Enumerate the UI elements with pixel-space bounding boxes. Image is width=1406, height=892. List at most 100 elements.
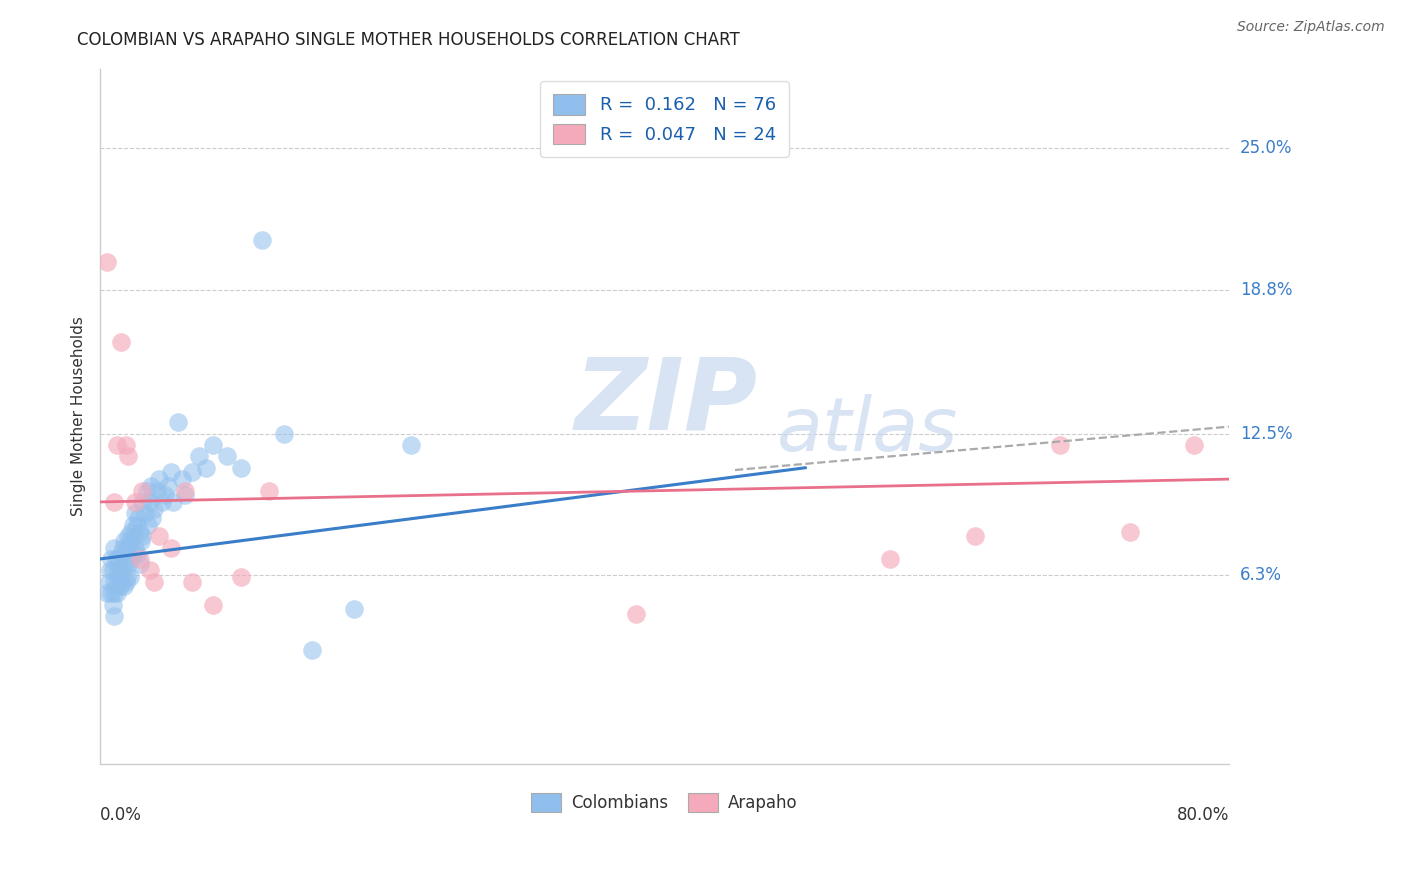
Point bbox=[879, 552, 901, 566]
Point bbox=[170, 472, 193, 486]
Point bbox=[134, 506, 156, 520]
Point bbox=[124, 541, 146, 555]
Point bbox=[138, 563, 160, 577]
Point bbox=[103, 541, 125, 555]
Point bbox=[136, 517, 159, 532]
Point bbox=[108, 563, 131, 577]
Point bbox=[118, 570, 141, 584]
Point bbox=[111, 541, 134, 555]
Point bbox=[107, 570, 129, 584]
Point bbox=[120, 524, 142, 539]
Point bbox=[142, 501, 165, 516]
Text: 12.5%: 12.5% bbox=[1240, 425, 1292, 442]
Point bbox=[110, 574, 132, 589]
Point bbox=[110, 548, 132, 562]
Point bbox=[159, 541, 181, 555]
Point bbox=[121, 548, 143, 562]
Point bbox=[141, 511, 163, 525]
Text: 18.8%: 18.8% bbox=[1240, 281, 1292, 299]
Point bbox=[115, 570, 138, 584]
Point bbox=[128, 524, 150, 539]
Point bbox=[110, 335, 132, 350]
Point bbox=[112, 533, 135, 548]
Point bbox=[105, 563, 128, 577]
Point bbox=[343, 602, 366, 616]
Point bbox=[125, 548, 148, 562]
Point bbox=[127, 511, 149, 525]
Point bbox=[166, 415, 188, 429]
Point bbox=[259, 483, 281, 498]
Point bbox=[148, 529, 170, 543]
Point bbox=[105, 438, 128, 452]
Text: 25.0%: 25.0% bbox=[1240, 139, 1292, 157]
Point bbox=[124, 506, 146, 520]
Text: 80.0%: 80.0% bbox=[1177, 806, 1229, 824]
Point bbox=[139, 479, 162, 493]
Point bbox=[105, 586, 128, 600]
Point bbox=[117, 557, 139, 571]
Point bbox=[103, 586, 125, 600]
Point bbox=[180, 465, 202, 479]
Point bbox=[108, 579, 131, 593]
Point bbox=[107, 552, 129, 566]
Point bbox=[1182, 438, 1205, 452]
Point bbox=[100, 552, 122, 566]
Point bbox=[103, 495, 125, 509]
Point bbox=[115, 541, 138, 555]
Point bbox=[145, 483, 167, 498]
Point bbox=[194, 460, 217, 475]
Point bbox=[97, 574, 120, 589]
Point bbox=[231, 570, 253, 584]
Point bbox=[96, 586, 118, 600]
Point bbox=[1119, 524, 1142, 539]
Point bbox=[135, 483, 157, 498]
Point bbox=[129, 533, 152, 548]
Point bbox=[399, 438, 422, 452]
Point bbox=[150, 495, 173, 509]
Point bbox=[187, 450, 209, 464]
Point bbox=[103, 574, 125, 589]
Point bbox=[626, 607, 648, 621]
Point bbox=[103, 609, 125, 624]
Point bbox=[125, 517, 148, 532]
Point bbox=[122, 529, 145, 543]
Point bbox=[100, 586, 122, 600]
Point bbox=[114, 552, 136, 566]
Text: ZIP: ZIP bbox=[574, 354, 758, 451]
Text: COLOMBIAN VS ARAPAHO SINGLE MOTHER HOUSEHOLDS CORRELATION CHART: COLOMBIAN VS ARAPAHO SINGLE MOTHER HOUSE… bbox=[77, 31, 740, 49]
Point bbox=[98, 563, 121, 577]
Point bbox=[201, 598, 224, 612]
Point bbox=[104, 579, 127, 593]
Point bbox=[142, 574, 165, 589]
Point bbox=[101, 563, 124, 577]
Point bbox=[252, 233, 274, 247]
Point bbox=[148, 472, 170, 486]
Point bbox=[156, 479, 179, 493]
Point bbox=[117, 529, 139, 543]
Point bbox=[131, 483, 153, 498]
Point bbox=[301, 643, 323, 657]
Point bbox=[217, 450, 239, 464]
Text: 6.3%: 6.3% bbox=[1240, 566, 1282, 584]
Point bbox=[101, 598, 124, 612]
Point bbox=[180, 574, 202, 589]
Point bbox=[153, 488, 176, 502]
Y-axis label: Single Mother Households: Single Mother Households bbox=[72, 317, 86, 516]
Point bbox=[963, 529, 986, 543]
Point bbox=[104, 552, 127, 566]
Point bbox=[96, 255, 118, 269]
Point bbox=[112, 579, 135, 593]
Text: Source: ZipAtlas.com: Source: ZipAtlas.com bbox=[1237, 20, 1385, 34]
Point bbox=[120, 552, 142, 566]
Point bbox=[114, 438, 136, 452]
Point bbox=[131, 529, 153, 543]
Text: atlas: atlas bbox=[778, 394, 959, 467]
Point bbox=[128, 557, 150, 571]
Point bbox=[173, 483, 195, 498]
Point bbox=[114, 574, 136, 589]
Point bbox=[159, 465, 181, 479]
Point bbox=[138, 495, 160, 509]
Text: 0.0%: 0.0% bbox=[100, 806, 142, 824]
Point bbox=[231, 460, 253, 475]
Point bbox=[162, 495, 184, 509]
